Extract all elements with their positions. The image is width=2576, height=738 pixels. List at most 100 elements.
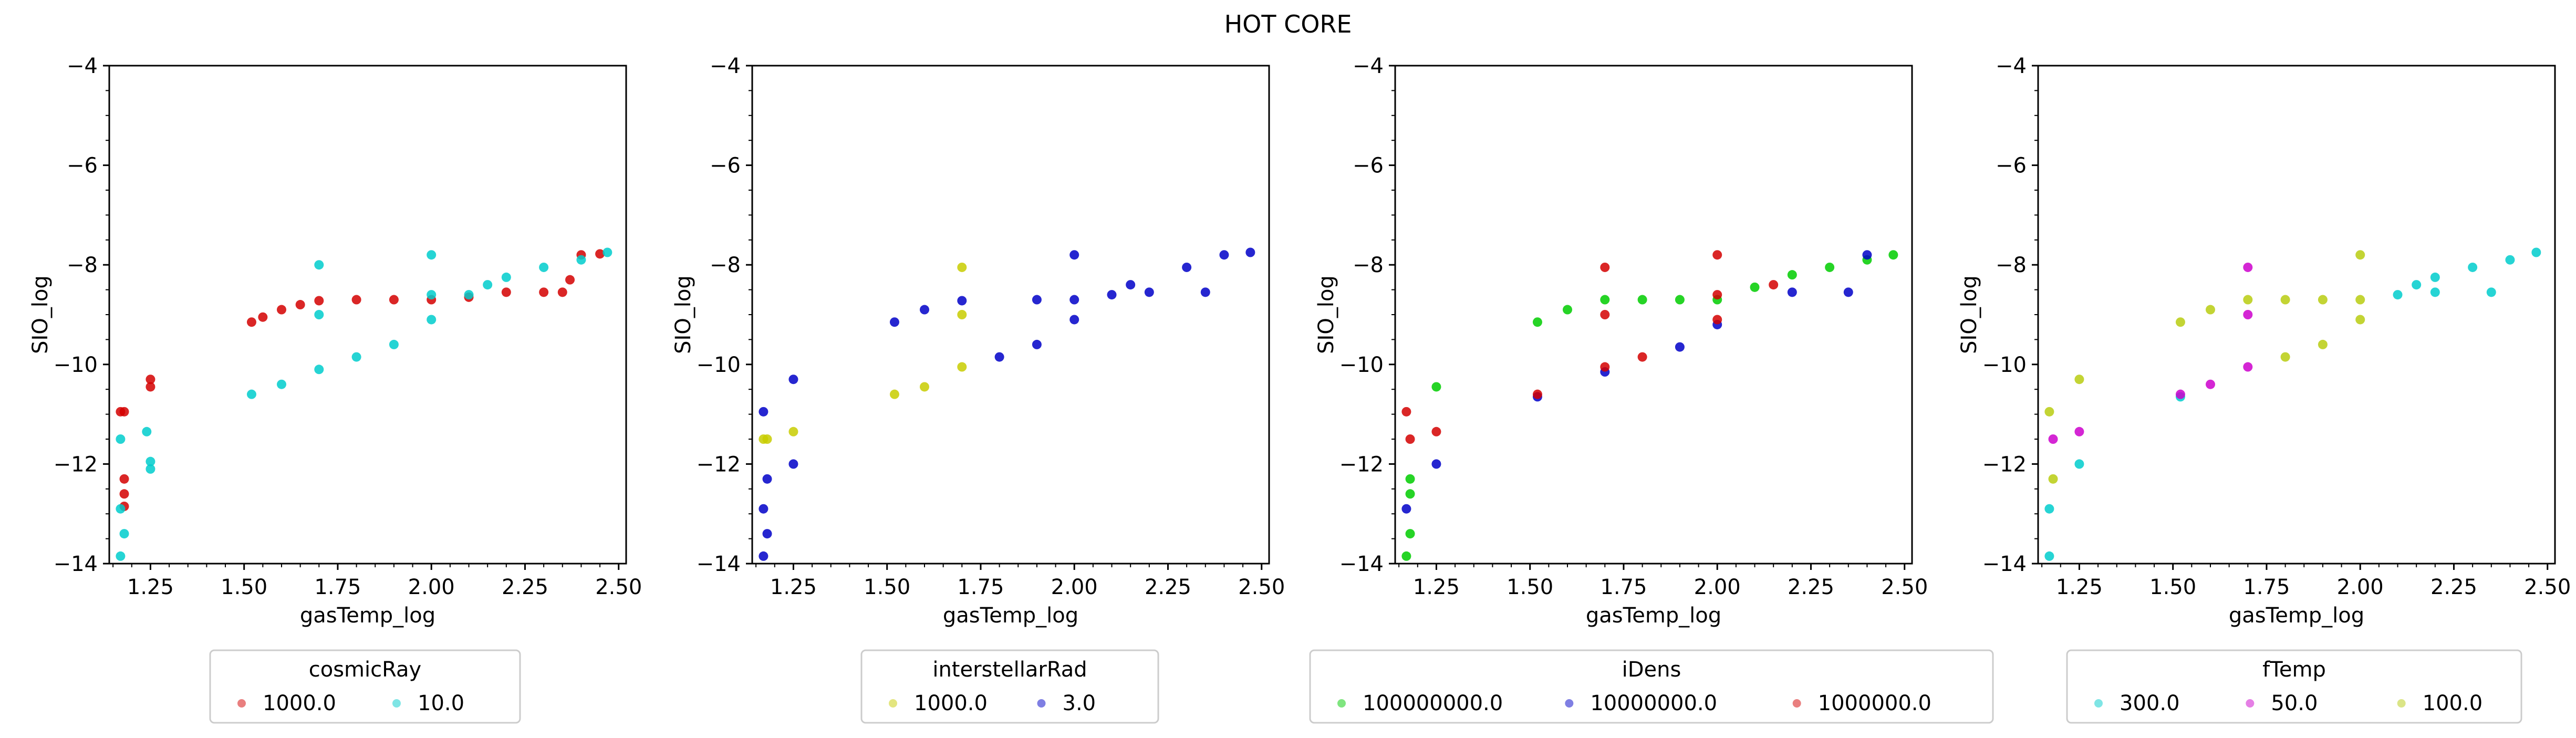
data-point — [483, 280, 493, 290]
legend-marker — [392, 699, 401, 708]
y-tick-label: −8 — [1353, 253, 1384, 277]
data-point — [351, 295, 361, 305]
legend-entry-label: 10.0 — [418, 691, 464, 715]
data-point — [1600, 262, 1610, 272]
data-point — [759, 407, 768, 417]
data-point — [1637, 295, 1647, 305]
x-tick-label: 1.25 — [127, 575, 174, 599]
x-tick-label: 1.25 — [770, 575, 817, 599]
data-point — [277, 379, 286, 389]
legend-frame — [209, 649, 521, 724]
data-point — [1405, 474, 1415, 484]
data-point — [2074, 375, 2084, 384]
legend-marker — [1792, 699, 1801, 708]
data-point — [1787, 270, 1797, 280]
data-point — [889, 317, 899, 327]
y-tick-label: −10 — [1339, 353, 1384, 377]
y-tick-label: −14 — [1982, 552, 2027, 576]
data-point — [1843, 287, 1853, 297]
legend-marker — [2246, 699, 2255, 708]
series-1 — [1401, 250, 1898, 561]
subplots: 1.25 1.50 1.75 2.00 2.25 2.50 −4 −6 −8 −10 −12 −14 g… — [28, 54, 2571, 724]
data-point — [603, 247, 612, 257]
data-point — [2430, 272, 2440, 282]
data-point — [116, 434, 126, 444]
data-point — [277, 305, 286, 315]
legend-entry-label: 100000000.0 — [1363, 691, 1503, 715]
legend-title: cosmicRay — [309, 658, 421, 682]
data-point — [119, 529, 129, 539]
data-point — [501, 272, 511, 282]
data-point — [957, 262, 967, 272]
data-point — [314, 310, 324, 319]
data-point — [957, 362, 967, 372]
legend-title: iDens — [1622, 658, 1681, 682]
data-point — [146, 464, 155, 474]
data-point — [258, 312, 268, 322]
data-point — [1182, 262, 1192, 272]
data-point — [889, 389, 899, 399]
x-tick-label: 1.50 — [1507, 575, 1553, 599]
x-tick-label: 2.00 — [408, 575, 455, 599]
data-point — [146, 375, 155, 384]
y-tick-label: −8 — [1996, 253, 2027, 277]
data-point — [1431, 382, 1441, 392]
data-point — [565, 275, 575, 285]
data-point — [1675, 342, 1685, 352]
plot-area — [116, 247, 612, 561]
data-point — [1600, 362, 1610, 372]
data-point — [1107, 290, 1117, 300]
legend-marker — [1337, 699, 1346, 708]
data-point — [994, 352, 1004, 362]
data-point — [2048, 434, 2058, 444]
data-point — [1637, 352, 1647, 362]
y-tick-label: −8 — [710, 253, 741, 277]
data-point — [2175, 317, 2185, 327]
x-tick-label: 2.25 — [1788, 575, 1834, 599]
plot-area — [759, 247, 1255, 561]
series-1 — [116, 249, 605, 511]
legend-marker — [2397, 699, 2406, 708]
data-point — [920, 305, 929, 315]
x-tick-label: 2.00 — [1694, 575, 1741, 599]
x-axis-label: gasTemp_log — [943, 604, 1078, 628]
data-point — [1431, 459, 1441, 469]
data-point — [1032, 339, 1042, 349]
data-point — [2412, 280, 2422, 290]
series-3 — [1401, 250, 1779, 444]
data-point — [576, 255, 586, 265]
legend: interstellarRad 1000.0 3.0 — [860, 649, 1159, 724]
data-point — [2243, 362, 2253, 372]
legend-frame — [2066, 649, 2522, 724]
series-2 — [116, 247, 612, 561]
y-tick-label: −10 — [697, 353, 741, 377]
data-point — [1219, 250, 1229, 260]
data-point — [501, 287, 511, 297]
y-tick-label: −6 — [1996, 154, 2027, 178]
data-point — [2393, 290, 2403, 300]
y-tick-label: −6 — [1353, 154, 1384, 178]
data-point — [957, 310, 967, 319]
x-tick-label: 2.50 — [1238, 575, 1285, 599]
y-tick-label: −8 — [67, 253, 98, 277]
subplot-1: 1.25 1.50 1.75 2.00 2.25 2.50 −4 −6 −8 −10 −12 −14 g… — [28, 54, 642, 724]
x-tick-label: 2.25 — [2430, 575, 2477, 599]
x-axis-label: gasTemp_log — [300, 604, 435, 628]
data-point — [119, 407, 129, 417]
y-tick-label: −14 — [1339, 552, 1384, 576]
data-point — [1712, 290, 1722, 300]
data-point — [759, 551, 768, 561]
data-point — [539, 262, 549, 272]
x-tick-label: 2.25 — [1145, 575, 1191, 599]
data-point — [389, 339, 399, 349]
data-point — [2318, 339, 2328, 349]
data-point — [295, 300, 305, 310]
data-point — [1245, 247, 1255, 257]
data-point — [119, 489, 129, 499]
y-tick-label: −10 — [54, 353, 98, 377]
data-point — [427, 250, 437, 260]
data-point — [2175, 389, 2185, 399]
data-point — [2531, 247, 2541, 257]
data-point — [1712, 250, 1722, 260]
data-point — [314, 365, 324, 375]
